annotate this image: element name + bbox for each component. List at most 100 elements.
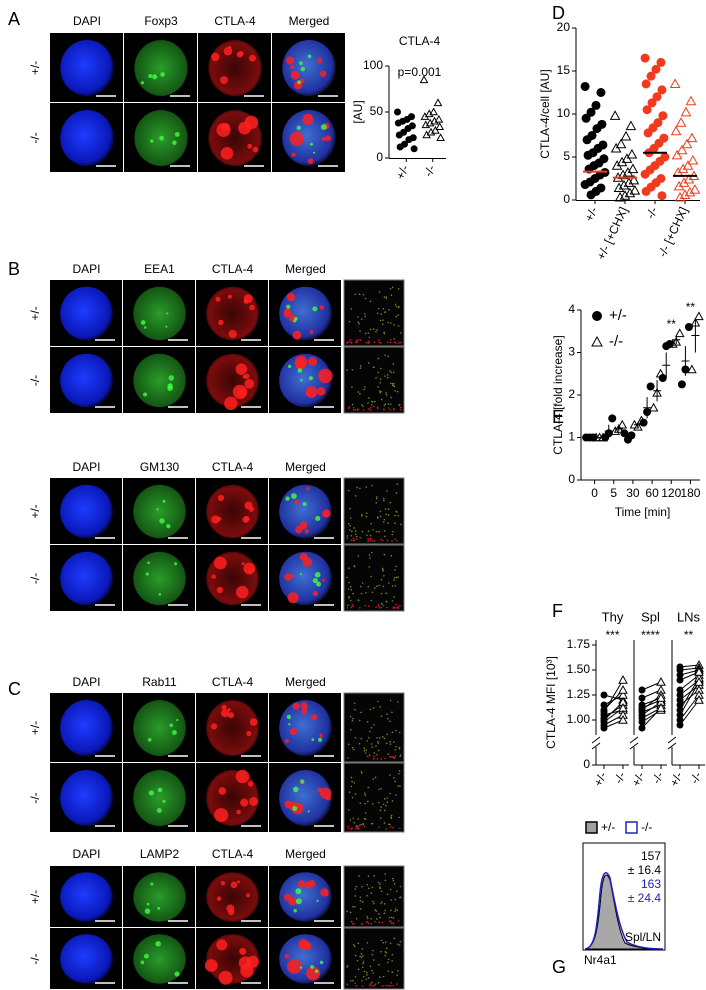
cell (60, 484, 113, 539)
cell (133, 700, 186, 756)
signal-spot (285, 56, 295, 65)
coloc-dot (359, 607, 361, 609)
coloc-dot (390, 371, 393, 374)
green-spot (316, 581, 322, 587)
coloc-dot (388, 823, 390, 826)
coloc-dot (397, 342, 400, 344)
coloc-dot (357, 316, 359, 318)
coloc-dot (349, 599, 352, 602)
coloc-dot (371, 746, 373, 748)
coloc-dot (390, 756, 392, 758)
data-point (689, 184, 701, 194)
coloc-dot (364, 313, 366, 315)
signal-spot (290, 70, 300, 80)
signal-spot (216, 122, 231, 138)
pair-line (679, 699, 700, 726)
signal-spot (316, 386, 326, 396)
coloc-dot (354, 530, 357, 532)
green-spot (166, 524, 171, 529)
coloc-dot (367, 342, 370, 344)
coloc-dot (351, 796, 354, 799)
coloc-dot (354, 954, 357, 957)
signal-spot (284, 800, 293, 809)
coloc-dot (391, 600, 394, 602)
green-spot (144, 326, 147, 329)
coloc-dot (354, 293, 357, 295)
coloc-dot (362, 409, 365, 411)
data-point (618, 684, 628, 694)
data-point (694, 694, 704, 704)
coloc-dot (392, 877, 394, 880)
coloc-dot (357, 968, 360, 971)
data-point (613, 182, 625, 193)
coloc-dot (363, 750, 366, 752)
coloc-dot (373, 902, 375, 905)
green-spot (302, 501, 307, 507)
signal-spot (249, 797, 259, 806)
y-tick-label: 1.00 (567, 712, 591, 726)
signal-spot (312, 590, 318, 596)
coloc-dot (368, 554, 371, 556)
coloc-dot (353, 527, 355, 529)
panel-letter: C (8, 679, 21, 699)
coloc-dot (367, 922, 370, 925)
coloc-dot (356, 959, 359, 962)
coloc-dot (398, 770, 401, 772)
signal-spot (240, 798, 249, 807)
coloc-dot (364, 812, 367, 814)
coloc-dot (372, 366, 375, 368)
green-spot (159, 135, 164, 141)
coloc-dot (387, 717, 389, 720)
coloc-dot (362, 975, 365, 978)
data-point (684, 323, 693, 331)
coloc-dot (368, 566, 371, 568)
coloc-dot (375, 377, 377, 379)
data-point (643, 128, 653, 138)
coloc-dot (383, 296, 386, 298)
coloc-dot (379, 809, 382, 812)
coloc-dot (384, 535, 386, 538)
coloc-dot (361, 582, 364, 584)
green-spot (167, 385, 173, 391)
coloc-dot (359, 487, 361, 490)
coloc-dot (386, 733, 388, 736)
coloc-dot (352, 923, 354, 925)
signal-spot (213, 556, 227, 570)
coloc-dot (380, 806, 383, 808)
coloc-dot (388, 920, 391, 923)
coloc-dot (390, 338, 392, 341)
y-tick-label: 1 (568, 430, 575, 444)
data-point (682, 160, 694, 170)
data-point (608, 414, 617, 423)
coloc-dot (391, 585, 394, 587)
coloc-dot (395, 565, 398, 568)
coloc-dot (390, 816, 392, 818)
coloc-dot (399, 409, 402, 411)
coloc-dot (394, 390, 396, 392)
data-point (580, 81, 590, 91)
coloc-dot (373, 758, 375, 760)
coloc-dot (367, 362, 370, 364)
data-point (616, 156, 628, 167)
coloc-dot (366, 974, 368, 976)
data-point (421, 120, 431, 129)
coloc-dot (383, 518, 386, 521)
coloc-dot (397, 576, 399, 578)
coloc-dot (397, 920, 400, 922)
coloc-dot (392, 984, 395, 987)
data-point (425, 118, 435, 127)
coloc-dot (393, 606, 396, 608)
coloc-dot (372, 900, 374, 903)
coloc-dot (386, 539, 389, 542)
annotation: p=0.001 (398, 65, 442, 79)
signal-spot (228, 329, 237, 339)
coloc-dot (389, 792, 391, 795)
coloc-dot (366, 720, 369, 723)
coloc-dot (384, 954, 387, 957)
coloc-dot (359, 339, 362, 341)
coloc-dot (354, 906, 356, 908)
coloc-dot (385, 297, 388, 300)
cell (60, 770, 113, 826)
coloc-dot (394, 538, 397, 540)
coloc-dot (346, 607, 349, 609)
